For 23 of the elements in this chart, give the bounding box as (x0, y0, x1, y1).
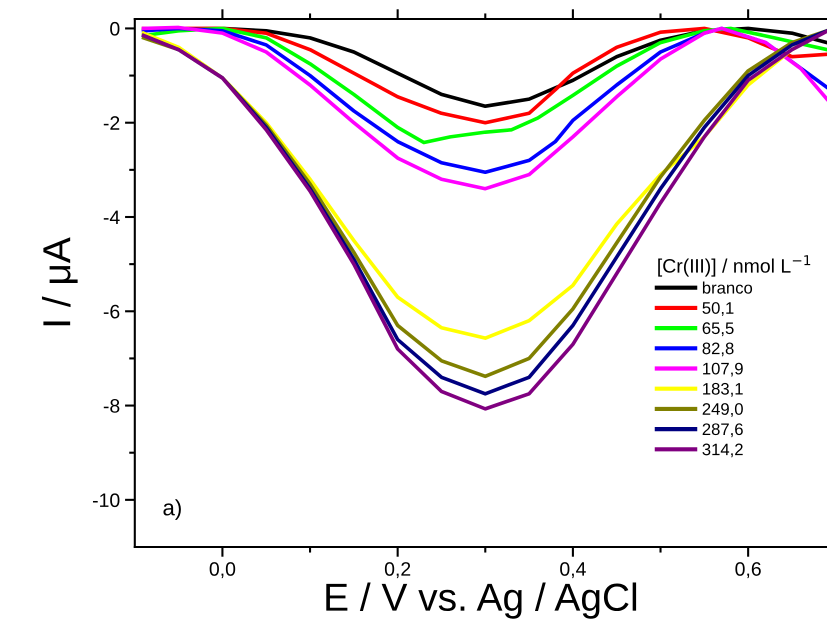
y-tick-label: 0 (110, 22, 120, 36)
legend-title: [Cr(III)] / nmol L$^{−1}$ (658, 255, 810, 277)
legend-label: 249,0 (702, 403, 743, 417)
legend-label: 65,5 (702, 322, 734, 336)
x-tick-label: 0,2 (384, 562, 410, 578)
y-tick-label: -10 (92, 493, 120, 508)
legend-label: 314,2 (702, 444, 743, 458)
x-axis-title: E / V vs. Ag / AgCl (326, 582, 636, 619)
y-tick-label: -4 (104, 210, 120, 224)
x-tick-label: 0,4 (560, 562, 586, 578)
y-tick-label: -6 (104, 304, 120, 319)
y-tick-label: -8 (104, 399, 120, 413)
legend-label: 50,1 (702, 302, 734, 316)
x-tick-label: 0,6 (735, 562, 761, 578)
legend-label: 287,6 (702, 423, 743, 438)
legend-label: branco (702, 281, 752, 294)
legend-label: 82,8 (702, 342, 734, 356)
x-tick-label: 0,0 (210, 562, 236, 578)
y-axis-title: I / μA (42, 237, 78, 326)
legend-label: 107,9 (703, 362, 743, 376)
legend-label: 183,1 (703, 382, 743, 397)
y-tick-label: -2 (104, 116, 120, 130)
annotation: a) (163, 499, 181, 520)
